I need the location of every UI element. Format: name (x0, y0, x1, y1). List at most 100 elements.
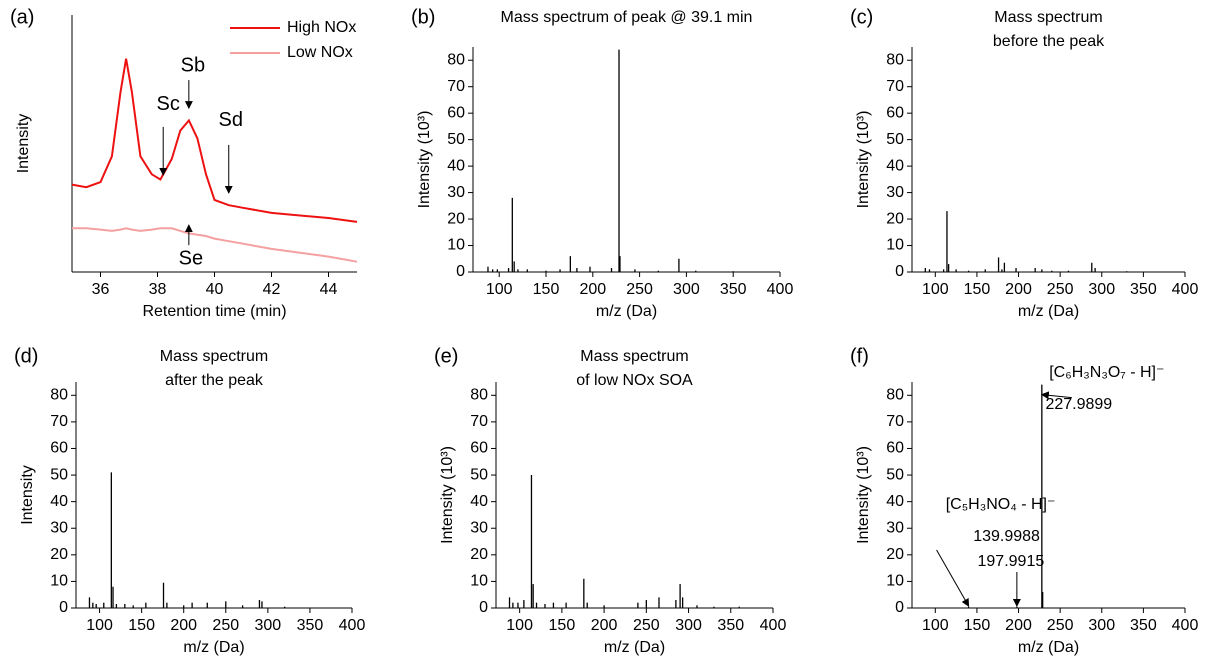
line-series (71, 58, 358, 223)
y-tick-label: 10 (470, 573, 488, 590)
x-tick-label: 200 (591, 617, 618, 634)
y-tick-label: 0 (895, 263, 904, 280)
y-axis-label: Intensity (10³) (416, 111, 433, 209)
annotation: [C₆H₃N₃O₇ - H]⁻ (1049, 364, 1164, 381)
y-tick-label: 50 (447, 131, 465, 148)
x-tick-label: 250 (212, 617, 239, 634)
y-axis-label: Intensity (19, 465, 36, 525)
y-tick-label: 60 (447, 104, 465, 121)
x-tick-label: 100 (486, 281, 513, 298)
y-tick-label: 0 (895, 599, 904, 616)
annotation-arrow (1040, 391, 1072, 400)
y-tick-label: 10 (447, 237, 465, 254)
x-tick-label: 150 (128, 617, 155, 634)
y-tick-label: 0 (59, 599, 68, 616)
y-tick-label: 40 (886, 157, 904, 174)
y-tick-label: 40 (470, 493, 488, 510)
y-tick-label: 20 (470, 546, 488, 563)
x-tick-label: 200 (1005, 281, 1032, 298)
annotation: 197.9915 (978, 553, 1045, 570)
panel-label: (a) (10, 6, 34, 28)
y-axis-label: Intensity (10³) (855, 446, 872, 544)
panel-label: (d) (14, 345, 38, 367)
x-tick-label: 150 (533, 281, 560, 298)
annotation: Sc (157, 93, 180, 115)
y-tick-label: 80 (470, 387, 488, 404)
annotation: 139.9988 (973, 528, 1040, 545)
panel-label: (c) (850, 6, 873, 28)
x-tick-label: 100 (86, 617, 113, 634)
x-tick-label: 40 (206, 281, 224, 298)
panel-label: (f) (850, 345, 869, 367)
y-tick-label: 40 (50, 493, 68, 510)
x-tick-label: 400 (339, 617, 366, 634)
y-tick-label: 70 (50, 413, 68, 430)
x-tick-label: 400 (1172, 617, 1199, 634)
x-tick-label: 300 (675, 617, 702, 634)
chart-title: of low NOx SOA (576, 372, 693, 389)
y-tick-label: 60 (886, 440, 904, 457)
y-tick-label: 60 (886, 104, 904, 121)
x-tick-label: 350 (717, 617, 744, 634)
annotation: [C₅H₃NO₄ - H]⁻ (946, 496, 1056, 513)
y-tick-label: 80 (447, 51, 465, 68)
y-tick-label: 10 (886, 573, 904, 590)
y-tick-label: 30 (470, 519, 488, 536)
x-tick-label: 100 (506, 617, 533, 634)
y-tick-label: 60 (470, 440, 488, 457)
y-tick-label: 20 (886, 210, 904, 227)
x-tick-label: 44 (320, 281, 338, 298)
x-tick-label: 42 (263, 281, 281, 298)
annotation: 227.9899 (1045, 396, 1112, 413)
x-axis-label: m/z (Da) (183, 639, 244, 656)
chart-title: Mass spectrum (994, 9, 1102, 26)
y-tick-label: 20 (447, 210, 465, 227)
x-tick-label: 150 (964, 281, 991, 298)
y-tick-label: 10 (50, 573, 68, 590)
y-tick-label: 70 (886, 413, 904, 430)
annotation: Sb (181, 54, 205, 76)
y-axis-label: Intensity (10³) (855, 111, 872, 209)
annotation: Sd (219, 109, 243, 131)
y-tick-label: 20 (886, 546, 904, 563)
x-tick-label: 350 (1130, 281, 1157, 298)
y-tick-label: 80 (886, 387, 904, 404)
y-tick-label: 80 (886, 51, 904, 68)
x-tick-label: 350 (720, 281, 747, 298)
y-axis-label: Intensity (15, 114, 32, 174)
y-tick-label: 50 (886, 131, 904, 148)
chart-title: after the peak (165, 372, 264, 389)
y-tick-label: 70 (470, 413, 488, 430)
x-axis-label: m/z (Da) (596, 303, 657, 320)
x-tick-label: 350 (297, 617, 324, 634)
x-tick-label: 400 (760, 617, 787, 634)
y-tick-label: 40 (886, 493, 904, 510)
y-tick-label: 50 (886, 466, 904, 483)
y-tick-label: 80 (50, 387, 68, 404)
x-tick-label: 300 (255, 617, 282, 634)
x-tick-label: 350 (1130, 617, 1157, 634)
x-tick-label: 250 (1047, 281, 1074, 298)
x-tick-label: 300 (1088, 617, 1115, 634)
legend-label: Low NOx (287, 44, 353, 61)
annotation-arrow (936, 549, 970, 607)
x-axis-label: Retention time (min) (142, 303, 286, 320)
x-tick-label: 400 (767, 281, 794, 298)
y-tick-label: 40 (447, 157, 465, 174)
x-tick-label: 38 (149, 281, 167, 298)
x-tick-label: 250 (626, 281, 653, 298)
x-tick-label: 200 (170, 617, 197, 634)
annotation: Se (179, 247, 203, 269)
x-tick-label: 300 (673, 281, 700, 298)
chart-title: Mass spectrum (160, 348, 268, 365)
x-tick-label: 150 (549, 617, 576, 634)
line-series (72, 227, 358, 263)
y-tick-label: 70 (447, 78, 465, 95)
x-tick-label: 250 (1047, 617, 1074, 634)
panel-label: (e) (434, 345, 458, 367)
y-tick-label: 30 (50, 519, 68, 536)
x-tick-label: 250 (633, 617, 660, 634)
chart-title: Mass spectrum of peak @ 39.1 min (501, 9, 753, 26)
x-tick-label: 200 (579, 281, 606, 298)
x-axis-label: m/z (Da) (1018, 303, 1079, 320)
